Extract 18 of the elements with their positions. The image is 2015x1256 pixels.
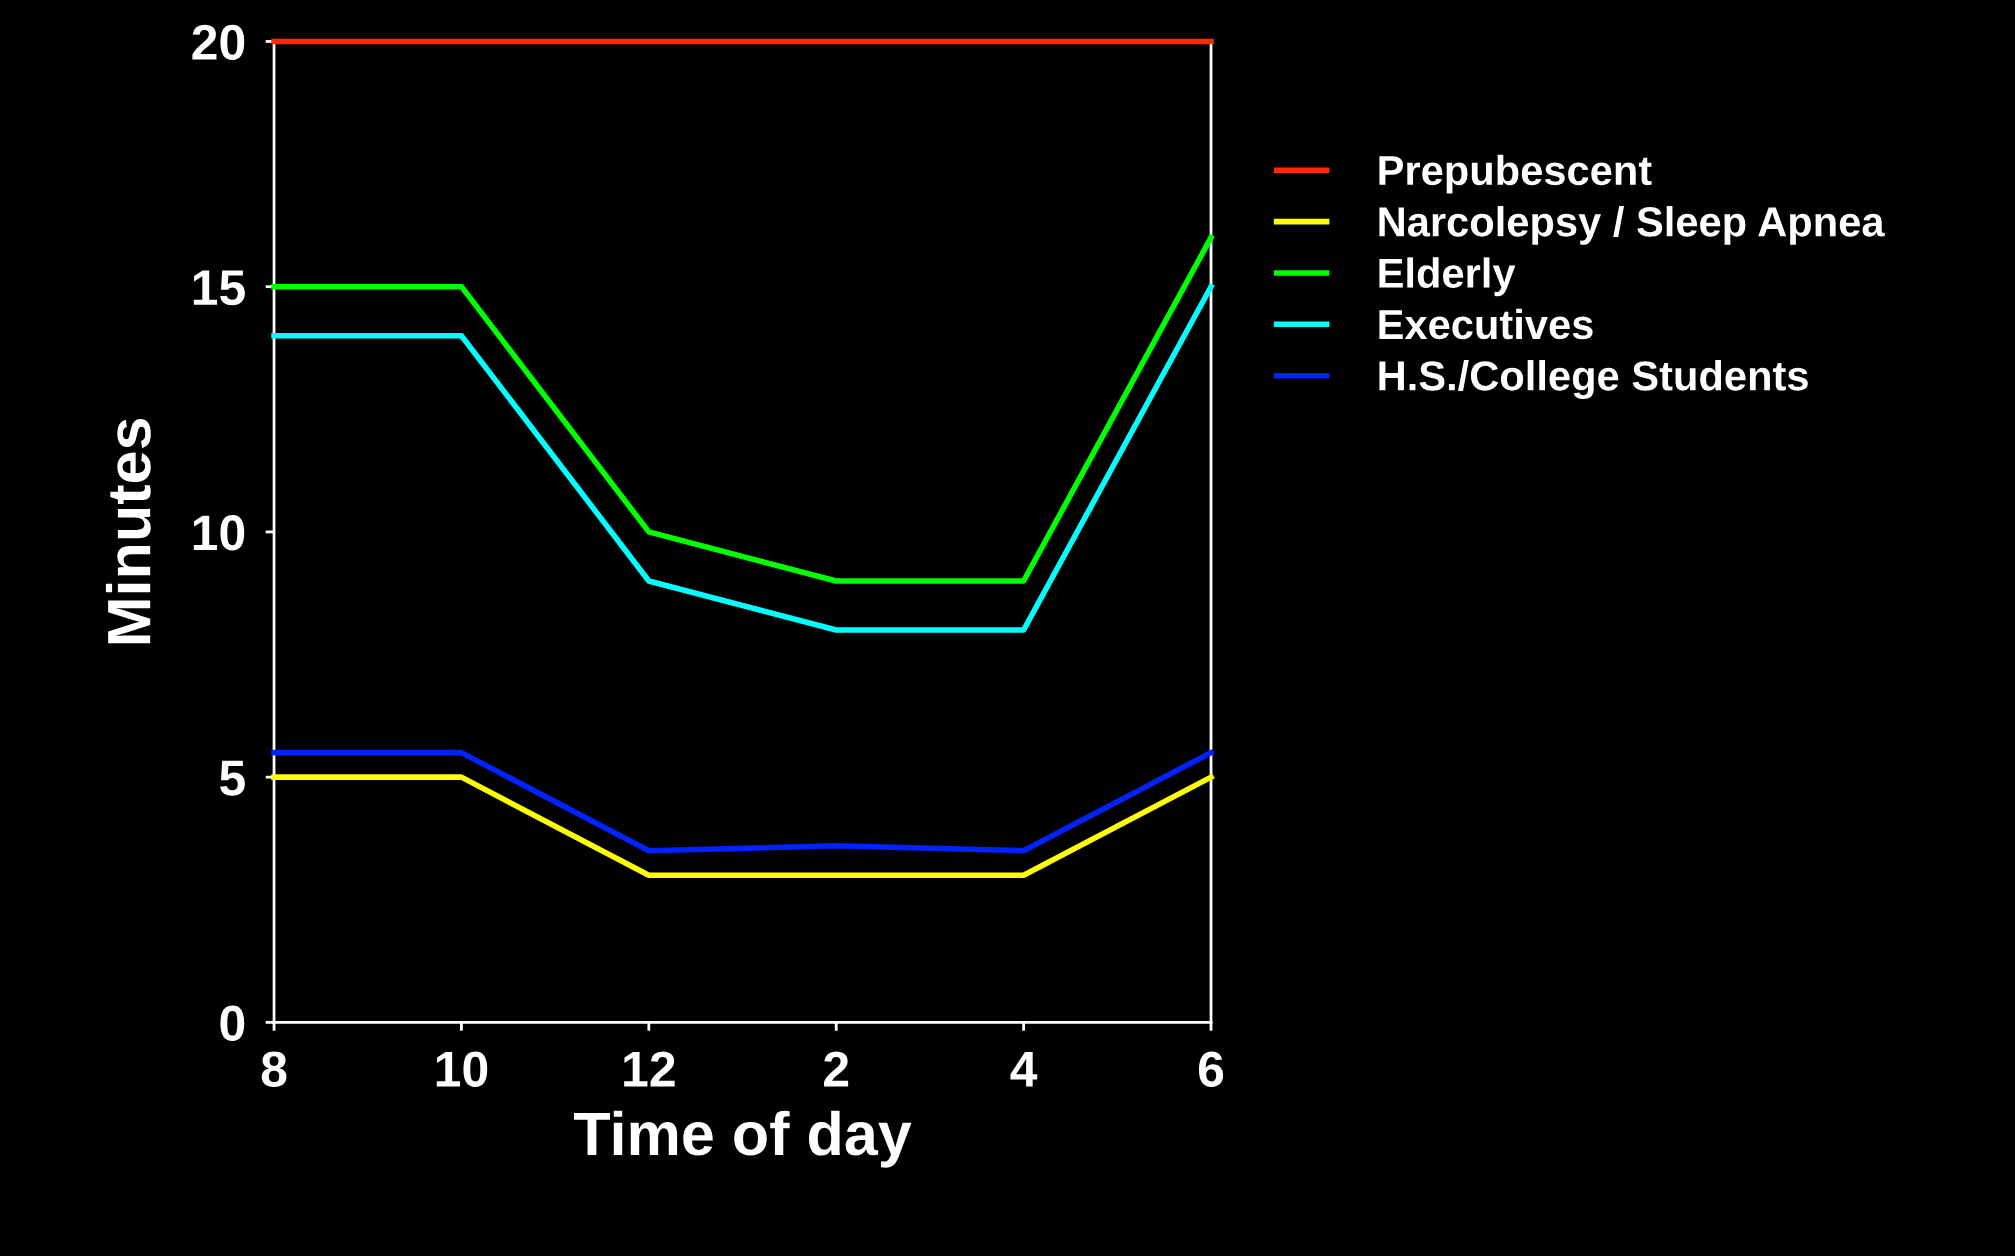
y-tick-label: 15: [193, 270, 245, 306]
x-tick-label: 12: [624, 1051, 675, 1087]
legend-label: Narcolepsy / Sleep Apnea: [1379, 206, 1885, 245]
legend-label: H.S./College Students: [1379, 360, 1808, 400]
y-tick-label: 20: [192, 24, 245, 61]
x-tick-label: 8: [261, 1051, 287, 1087]
y-axis-title: Minutes: [105, 418, 151, 644]
x-axis-title: Time of day: [573, 1110, 912, 1168]
legend-label: Executives: [1379, 308, 1593, 340]
x-tick-label: 2: [824, 1051, 849, 1087]
x-tick-label: 4: [1010, 1052, 1038, 1087]
y-tick-label: 0: [220, 1005, 245, 1041]
y-tick-label: 5: [220, 760, 245, 796]
y-tick-label: 10: [193, 515, 245, 551]
legend-label: Prepubescent: [1379, 154, 1652, 194]
legend-label: Elderly: [1379, 257, 1516, 297]
x-tick-label: 10: [436, 1051, 488, 1087]
x-tick-label: 6: [1198, 1051, 1224, 1087]
